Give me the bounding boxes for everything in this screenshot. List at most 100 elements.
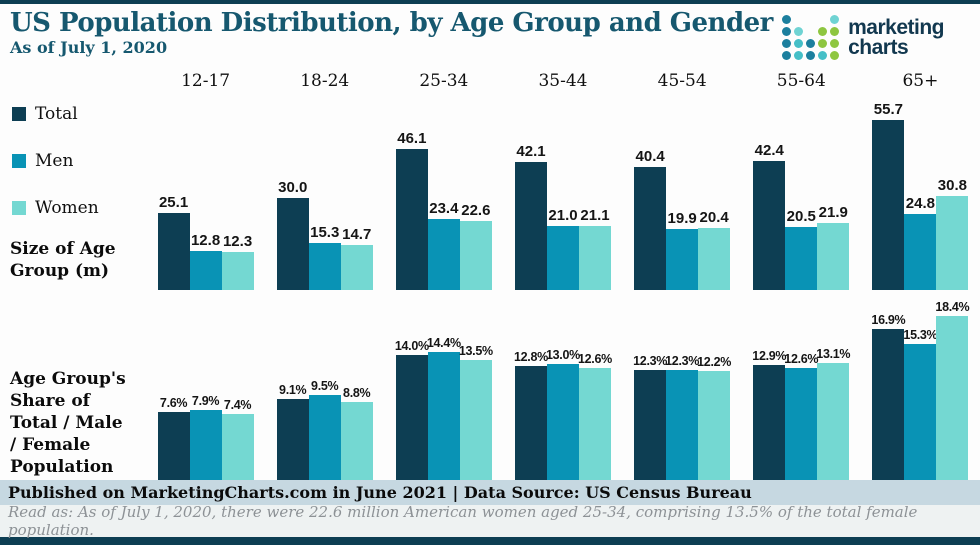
bar-group-45-54: 40.4 19.9 20.4 xyxy=(623,94,742,290)
bar-group-55-64: 42.4 20.5 21.9 xyxy=(742,94,861,290)
bar-group-65+: 16.9% 15.3% 18.4% xyxy=(861,290,980,480)
bar-total-25-34: 14.0% xyxy=(395,339,429,480)
bar-value-label: 42.4 xyxy=(754,142,784,159)
legend-swatch-icon xyxy=(12,201,26,215)
logo-wordmark: marketing charts xyxy=(848,15,944,59)
logo-dot xyxy=(818,27,828,36)
logo-word-2: charts xyxy=(848,35,909,59)
logo-dot xyxy=(830,39,840,48)
chart1-row-label: Size of Age Group (m) xyxy=(10,238,116,281)
bar-total-25-34: 46.1 xyxy=(395,130,428,290)
top-border xyxy=(0,0,980,4)
bar-value-label: 46.1 xyxy=(397,130,427,147)
bar-value-label: 12.3% xyxy=(633,354,668,368)
bar-women-18-24: 8.8% xyxy=(340,386,373,480)
legend-label: Men xyxy=(35,151,74,171)
bar-value-label: 55.7 xyxy=(873,101,904,118)
bar-men-65+: 15.3% xyxy=(903,328,938,480)
bar-group-55-64: 12.9% 12.6% 13.1% xyxy=(742,290,861,480)
bar-women-25-34: 22.6 xyxy=(459,202,492,290)
bar-men-45-54: 12.3% xyxy=(665,354,699,480)
legend-label: Women xyxy=(35,198,99,218)
bar-value-label: 12.2% xyxy=(697,355,732,369)
bar-women-12-17: 12.3 xyxy=(221,233,254,290)
bar-total-45-54: 40.4 xyxy=(634,148,667,290)
age-group-header-35-44: 35-44 xyxy=(538,71,588,91)
bar-men-25-34: 23.4 xyxy=(427,200,460,290)
logo-dot xyxy=(806,51,816,60)
logo-dot xyxy=(782,15,792,24)
bar-group-35-44: 12.8% 13.0% 12.6% xyxy=(503,290,622,480)
age-group-header-55-64: 55-64 xyxy=(776,71,826,91)
logo-dot xyxy=(818,51,828,60)
bar-value-label: 14.4% xyxy=(426,336,461,350)
bar-total-12-17: 7.6% xyxy=(157,396,190,480)
bar-men-65+: 24.8 xyxy=(904,195,937,290)
chart-size-of-age-group: Total Men Women Size of Age Group (m) 25.1… xyxy=(0,94,980,290)
bar-men-35-44: 13.0% xyxy=(546,348,580,480)
logo-dot-empty xyxy=(794,15,803,24)
bar-value-label: 12.6% xyxy=(578,352,612,366)
logo-dot-empty xyxy=(806,15,815,24)
bar-value-label: 14.0% xyxy=(394,339,429,353)
read-as-note: Read as: As of July 1, 2020, there were … xyxy=(0,503,980,539)
bottom-bar xyxy=(0,537,980,545)
bar-total-12-17: 25.1 xyxy=(157,194,190,290)
bar-men-35-44: 21.0 xyxy=(546,207,579,290)
logo-dot xyxy=(830,51,840,60)
logo-dot-empty xyxy=(806,27,815,36)
bar-total-65+: 55.7 xyxy=(872,101,905,290)
legend-label: Total xyxy=(35,104,78,124)
bar-group-65+: 55.7 24.8 30.8 xyxy=(861,94,980,290)
bar-women-12-17: 7.4% xyxy=(221,398,254,480)
bar-value-label: 13.0% xyxy=(546,348,580,362)
bar-value-label: 15.3% xyxy=(903,328,938,342)
age-group-header-12-17: 12-17 xyxy=(181,71,231,91)
chart-share-of-population: Age Group's Share of Total / Male / Fema… xyxy=(0,290,980,480)
bar-value-label: 7.6% xyxy=(159,396,188,410)
bar-women-65+: 18.4% xyxy=(935,300,970,480)
bar-value-label: 24.8 xyxy=(905,195,936,212)
chart1-plot: 25.1 12.8 12.3 30.0 15.3 14.7 46.1 23.4 22.6 42.1… xyxy=(146,94,980,290)
bar-men-25-34: 14.4% xyxy=(427,336,461,480)
header: US Population Distribution, by Age Group… xyxy=(0,4,980,68)
bar-total-35-44: 12.8% xyxy=(514,350,548,480)
bar-value-label: 13.1% xyxy=(816,347,851,361)
bar-value-label: 21.1 xyxy=(580,207,610,224)
chart2-plot: 7.6% 7.9% 7.4% 9.1% 9.5% 8.8% 14.0% 14.4% 13.5% 1… xyxy=(146,290,980,480)
page-subtitle: As of July 1, 2020 xyxy=(10,37,168,57)
bar-women-65+: 30.8 xyxy=(936,177,969,290)
publication-footer-text: Published on MarketingCharts.com in June… xyxy=(8,483,752,502)
age-group-header-65+: 65+ xyxy=(902,71,939,91)
bar-value-label: 7.9% xyxy=(191,394,220,408)
chart1-left-cell: Total Men Women Size of Age Group (m) xyxy=(0,94,146,290)
logo-dot xyxy=(830,15,840,24)
logo-dot-empty xyxy=(818,15,827,24)
bar-value-label: 19.9 xyxy=(667,210,697,227)
bar-women-55-64: 21.9 xyxy=(817,204,850,290)
legend-item-total: Total xyxy=(12,104,146,124)
bar-value-label: 21.0 xyxy=(548,207,578,224)
bar-value-label: 12.3% xyxy=(665,354,700,368)
bar-group-35-44: 42.1 21.0 21.1 xyxy=(503,94,622,290)
bar-value-label: 42.1 xyxy=(516,143,546,160)
bar-men-18-24: 9.5% xyxy=(308,379,341,480)
bar-men-12-17: 7.9% xyxy=(189,394,222,480)
bar-value-label: 20.5 xyxy=(786,208,816,225)
bar-women-45-54: 20.4 xyxy=(698,209,731,290)
logo-dot xyxy=(782,51,792,60)
legend-swatch-icon xyxy=(12,107,26,121)
legend-item-men: Men xyxy=(12,151,146,171)
logo-dot xyxy=(794,27,804,36)
legend: Total Men Women xyxy=(0,94,146,218)
bar-value-label: 12.8% xyxy=(514,350,548,364)
bar-value-label: 25.1 xyxy=(158,194,189,211)
bar-value-label: 8.8% xyxy=(343,386,371,400)
marketingcharts-logo: marketing charts xyxy=(782,15,944,60)
bar-women-35-44: 21.1 xyxy=(578,207,611,290)
bar-value-label: 23.4 xyxy=(429,200,459,217)
logo-word-1: marketing xyxy=(848,15,944,39)
age-group-header-25-34: 25-34 xyxy=(419,71,469,91)
logo-dot xyxy=(782,27,792,36)
legend-swatch-icon xyxy=(12,154,26,168)
